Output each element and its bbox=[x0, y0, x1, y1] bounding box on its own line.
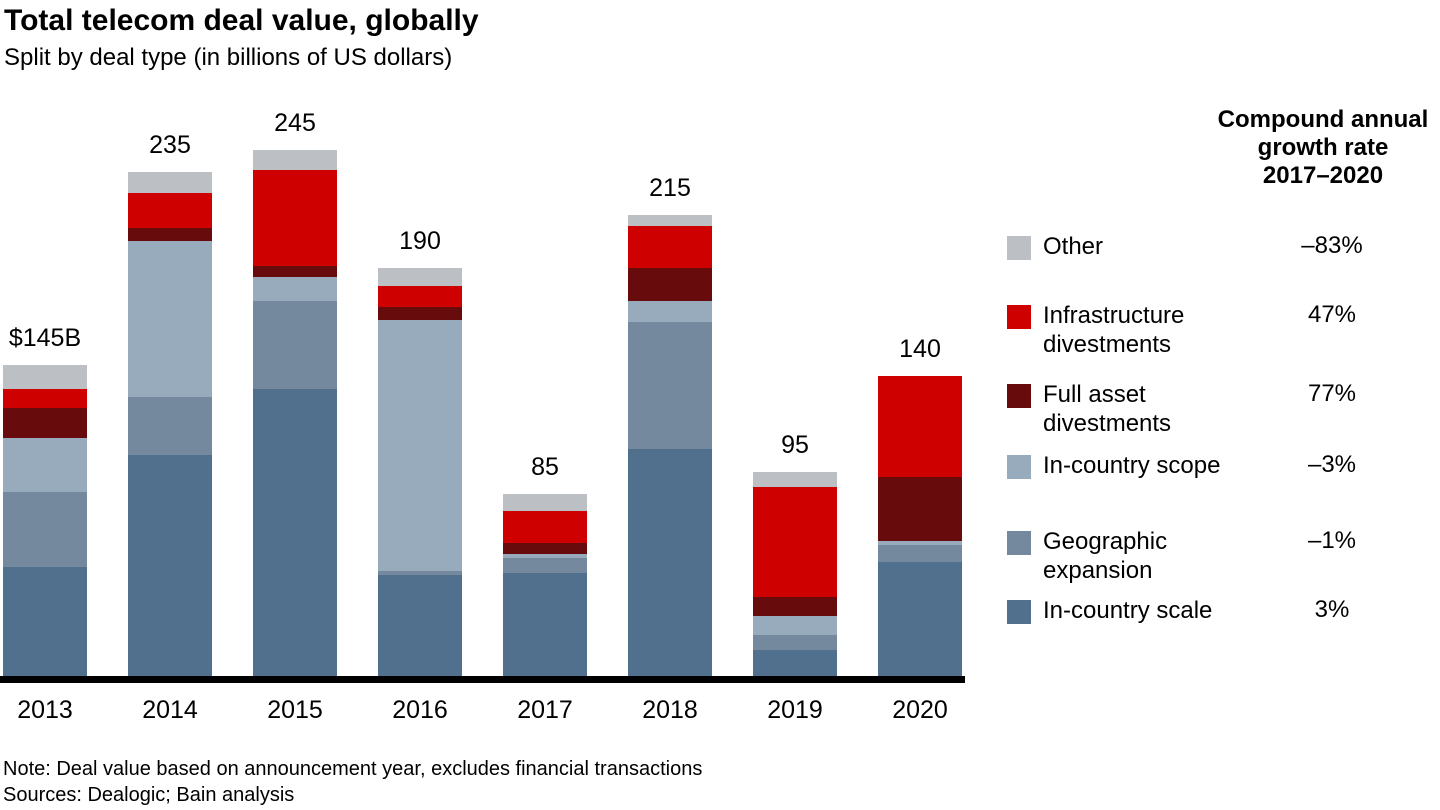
bar-segment-2016-infrastructure-divestments bbox=[378, 285, 462, 308]
bar-segment-2018-in-country-scope bbox=[628, 300, 712, 323]
legend-cagr-in-country-scale: 3% bbox=[1314, 596, 1350, 623]
bar-total-label-2019: 95 bbox=[781, 431, 809, 460]
legend-swatch-full-asset-divestments bbox=[1007, 384, 1031, 408]
bar-segment-2015-other bbox=[253, 150, 337, 170]
legend-cagr-in-country-scope: –3% bbox=[1307, 451, 1357, 478]
legend-cagr-full-asset-divestments: 77% bbox=[1307, 380, 1357, 407]
legend-swatch-other bbox=[1007, 236, 1031, 260]
legend-cagr-geographic-expansion: –1% bbox=[1307, 527, 1357, 554]
bar-total-label-2017: 85 bbox=[531, 452, 559, 481]
bar-segment-2020-infrastructure-divestments bbox=[878, 375, 962, 477]
sources-text: Sources: Dealogic; Bain analysis bbox=[3, 784, 295, 806]
legend-label-other: Other bbox=[1043, 233, 1104, 260]
bar-segment-2013-in-country-scale bbox=[3, 566, 87, 676]
bar-total-label-2015: 245 bbox=[274, 109, 316, 138]
bar-segment-2014-full-asset-divestments bbox=[128, 227, 212, 241]
bar-segment-2015-full-asset-divestments bbox=[253, 266, 337, 278]
bar-segment-2019-in-country-scope bbox=[753, 615, 837, 636]
legend-swatch-geographic-expansion bbox=[1007, 531, 1031, 555]
bar-segment-2014-geographic-expansion bbox=[128, 397, 212, 456]
legend-label-infrastructure-divestments: Infrastructure divestments bbox=[1043, 302, 1185, 358]
bar-segment-2013-geographic-expansion bbox=[3, 491, 87, 567]
bar-segment-2017-geographic-expansion bbox=[503, 558, 587, 574]
bar-segment-2019-infrastructure-divestments bbox=[753, 487, 837, 597]
bar-segment-2020-full-asset-divestments bbox=[878, 476, 962, 541]
bar-segment-2017-infrastructure-divestments bbox=[503, 510, 587, 543]
x-axis-label-2013: 2013 bbox=[17, 696, 73, 724]
bar-segment-2013-full-asset-divestments bbox=[3, 407, 87, 438]
bar-segment-2014-other bbox=[128, 171, 212, 194]
bar-segment-2016-in-country-scope bbox=[378, 319, 462, 571]
x-axis-label-2016: 2016 bbox=[392, 696, 448, 724]
bar-segment-2019-other bbox=[753, 472, 837, 488]
bar-total-label-2013: $145B bbox=[8, 323, 82, 352]
bar-segment-2019-in-country-scale bbox=[753, 650, 837, 676]
bar-segment-2015-infrastructure-divestments bbox=[253, 169, 337, 267]
legend-header: Compound annual growth rate 2017–2020 bbox=[1217, 106, 1429, 189]
x-axis-label-2019: 2019 bbox=[767, 696, 823, 724]
bar-segment-2018-full-asset-divestments bbox=[628, 268, 712, 301]
bar-segment-2017-other bbox=[503, 493, 587, 511]
bar-segment-2013-infrastructure-divestments bbox=[3, 388, 87, 408]
bar-segment-2014-infrastructure-divestments bbox=[128, 193, 212, 228]
x-axis-label-2020: 2020 bbox=[892, 696, 948, 724]
bar-segment-2015-in-country-scope bbox=[253, 277, 337, 301]
legend-label-in-country-scale: In-country scale bbox=[1043, 597, 1213, 624]
bar-segment-2019-full-asset-divestments bbox=[753, 596, 837, 616]
chart-subtitle: Split by deal type (in billions of US do… bbox=[4, 44, 453, 71]
bar-segment-2015-geographic-expansion bbox=[253, 300, 337, 389]
bar-segment-2018-other bbox=[628, 214, 712, 226]
bar-segment-2015-in-country-scale bbox=[253, 388, 337, 676]
bar-segment-2014-in-country-scale bbox=[128, 455, 212, 676]
x-axis-line bbox=[0, 676, 965, 683]
bar-segment-2018-infrastructure-divestments bbox=[628, 225, 712, 269]
bar-segment-2016-other bbox=[378, 268, 462, 286]
bar-segment-2016-geographic-expansion bbox=[378, 570, 462, 576]
bar-segment-2017-in-country-scale bbox=[503, 573, 587, 676]
bar-total-label-2018: 215 bbox=[649, 173, 691, 202]
bar-segment-2013-other bbox=[3, 364, 87, 389]
bar-total-label-2014: 235 bbox=[149, 130, 191, 159]
bar-segment-2014-in-country-scope bbox=[128, 240, 212, 398]
legend-swatch-in-country-scale bbox=[1007, 600, 1031, 624]
x-axis-label-2014: 2014 bbox=[142, 696, 198, 724]
bar-segment-2017-in-country-scope bbox=[503, 553, 587, 559]
note-text: Note: Deal value based on announcement y… bbox=[3, 758, 703, 780]
bar-total-label-2020: 140 bbox=[899, 334, 941, 363]
legend-cagr-other: –83% bbox=[1301, 232, 1363, 259]
legend-label-in-country-scope: In-country scope bbox=[1043, 452, 1221, 479]
x-axis-label-2015: 2015 bbox=[267, 696, 323, 724]
bar-segment-2013-in-country-scope bbox=[3, 437, 87, 492]
bar-segment-2020-geographic-expansion bbox=[878, 545, 962, 563]
legend-cagr-infrastructure-divestments: 47% bbox=[1307, 301, 1357, 328]
x-axis-label-2018: 2018 bbox=[642, 696, 698, 724]
bar-segment-2017-full-asset-divestments bbox=[503, 543, 587, 554]
bar-segment-2020-in-country-scope bbox=[878, 540, 962, 546]
chart-title: Total telecom deal value, globally bbox=[4, 4, 479, 37]
legend-label-geographic-expansion: Geographic expansion bbox=[1043, 528, 1168, 584]
legend-swatch-infrastructure-divestments bbox=[1007, 305, 1031, 329]
bar-segment-2018-in-country-scale bbox=[628, 448, 712, 676]
bar-segment-2019-geographic-expansion bbox=[753, 635, 837, 651]
bar-segment-2016-in-country-scale bbox=[378, 575, 462, 676]
bar-total-label-2016: 190 bbox=[399, 227, 441, 256]
bar-segment-2018-geographic-expansion bbox=[628, 322, 712, 449]
bar-segment-2016-full-asset-divestments bbox=[378, 307, 462, 320]
legend-swatch-in-country-scope bbox=[1007, 455, 1031, 479]
legend-label-full-asset-divestments: Full asset divestments bbox=[1043, 381, 1172, 437]
x-axis-label-2017: 2017 bbox=[517, 696, 573, 724]
bar-segment-2020-in-country-scale bbox=[878, 562, 962, 676]
